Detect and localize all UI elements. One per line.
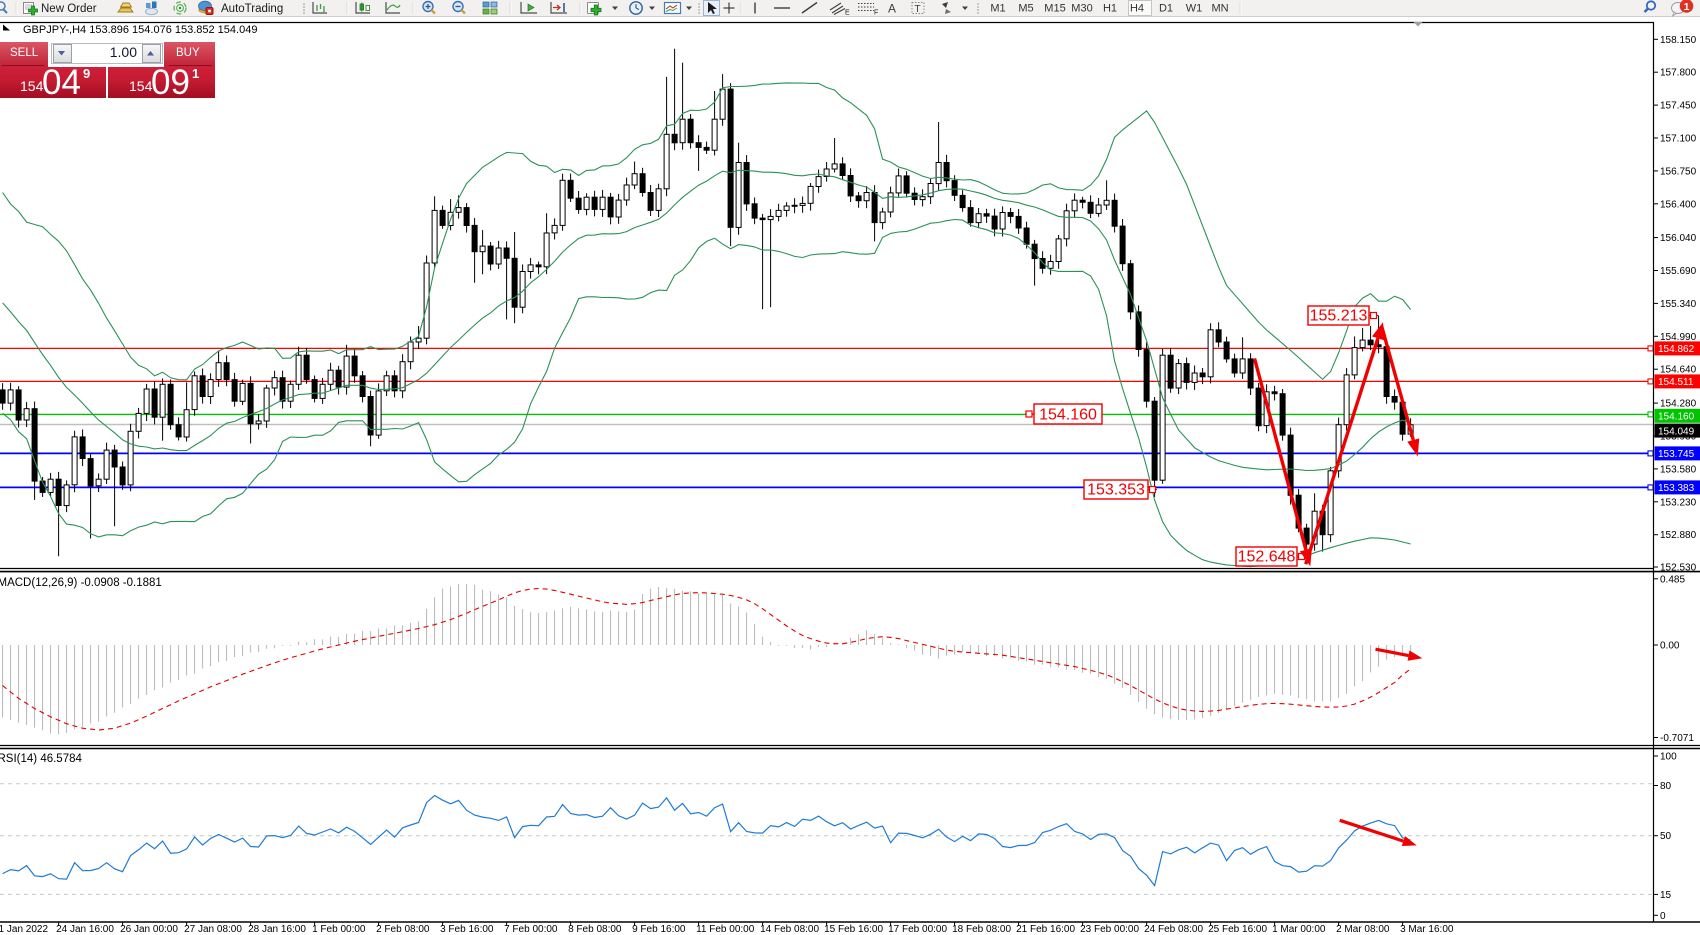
svg-text:0.485: 0.485: [1660, 574, 1685, 585]
svg-text:153.383: 153.383: [1658, 483, 1695, 494]
svg-text:156.040: 156.040: [1660, 233, 1697, 244]
svg-text:156.750: 156.750: [1660, 166, 1697, 177]
svg-text:9 Feb 16:00: 9 Feb 16:00: [632, 924, 686, 935]
svg-text:27 Jan 08:00: 27 Jan 08:00: [184, 924, 242, 935]
svg-text:155.213: 155.213: [1310, 308, 1368, 325]
svg-text:18 Feb 08:00: 18 Feb 08:00: [952, 924, 1011, 935]
svg-text:21 Feb 16:00: 21 Feb 16:00: [1016, 924, 1075, 935]
svg-text:1 Mar 00:00: 1 Mar 00:00: [1272, 924, 1326, 935]
svg-text:154.511: 154.511: [1658, 377, 1694, 388]
svg-text:2 Mar 08:00: 2 Mar 08:00: [1336, 924, 1390, 935]
svg-text:155.340: 155.340: [1660, 299, 1697, 310]
svg-text:0.00: 0.00: [1660, 641, 1680, 652]
svg-text:100: 100: [1660, 752, 1677, 763]
svg-text:M1: M1: [990, 3, 1005, 15]
svg-text:153.580: 153.580: [1660, 464, 1697, 475]
svg-text:26 Jan 00:00: 26 Jan 00:00: [120, 924, 178, 935]
svg-text:80: 80: [1660, 781, 1672, 792]
svg-text:152.880: 152.880: [1660, 530, 1697, 541]
svg-text:154.990: 154.990: [1660, 332, 1697, 343]
svg-text:15: 15: [1660, 890, 1672, 901]
svg-text:T: T: [915, 4, 921, 15]
svg-text:154.049: 154.049: [1658, 426, 1695, 437]
svg-text:21 Jan 2022: 21 Jan 2022: [0, 924, 48, 935]
svg-text:M15: M15: [1044, 3, 1065, 15]
svg-text:E: E: [845, 10, 850, 17]
svg-text:0: 0: [1660, 911, 1666, 922]
svg-text:50: 50: [1660, 831, 1672, 842]
svg-text:153.353: 153.353: [1087, 482, 1145, 499]
svg-text:157.450: 157.450: [1660, 101, 1697, 112]
svg-text:-0.7071: -0.7071: [1660, 733, 1694, 744]
svg-text:154.862: 154.862: [1658, 344, 1695, 355]
svg-text:15 Feb 16:00: 15 Feb 16:00: [824, 924, 883, 935]
svg-text:1 Feb 00:00: 1 Feb 00:00: [312, 924, 366, 935]
svg-text:24 Feb 08:00: 24 Feb 08:00: [1144, 924, 1203, 935]
svg-text:W1: W1: [1186, 3, 1203, 15]
svg-text:154.160: 154.160: [1658, 412, 1695, 423]
svg-text:14 Feb 08:00: 14 Feb 08:00: [760, 924, 819, 935]
svg-text:MN: MN: [1211, 3, 1228, 15]
svg-text:153.745: 153.745: [1658, 449, 1695, 460]
svg-text:GBPJPY-,H4 153.896 154.076 15: GBPJPY-,H4 153.896 154.076 153.852 154.0…: [23, 24, 257, 36]
svg-text:F: F: [874, 10, 878, 17]
svg-text:11 Feb 00:00: 11 Feb 00:00: [696, 924, 755, 935]
svg-text:25 Feb 16:00: 25 Feb 16:00: [1208, 924, 1267, 935]
svg-text:7 Feb 00:00: 7 Feb 00:00: [504, 924, 558, 935]
svg-text:153.230: 153.230: [1660, 497, 1697, 508]
svg-text:152.530: 152.530: [1660, 563, 1697, 574]
svg-text:28 Jan 16:00: 28 Jan 16:00: [248, 924, 306, 935]
svg-text:154.640: 154.640: [1660, 365, 1697, 376]
svg-text:A: A: [888, 2, 896, 16]
svg-text:155.690: 155.690: [1660, 266, 1697, 277]
svg-text:1: 1: [1684, 1, 1690, 13]
svg-text:3 Mar 16:00: 3 Mar 16:00: [1400, 924, 1454, 935]
svg-text:M30: M30: [1071, 3, 1092, 15]
svg-text:RSI(14) 46.5784: RSI(14) 46.5784: [0, 753, 82, 765]
svg-text:158.150: 158.150: [1660, 35, 1697, 46]
svg-text:M5: M5: [1018, 3, 1033, 15]
svg-text:17 Feb 00:00: 17 Feb 00:00: [888, 924, 947, 935]
svg-text:MACD(12,26,9) -0.0908 -0.1881: MACD(12,26,9) -0.0908 -0.1881: [0, 577, 162, 589]
svg-text:23 Feb 00:00: 23 Feb 00:00: [1080, 924, 1139, 935]
svg-text:8 Feb 08:00: 8 Feb 08:00: [568, 924, 622, 935]
svg-text:152.648: 152.648: [1238, 549, 1296, 566]
svg-text:D1: D1: [1159, 3, 1173, 15]
svg-text:H1: H1: [1103, 3, 1117, 15]
svg-text:154.280: 154.280: [1660, 399, 1697, 410]
svg-text:157.100: 157.100: [1660, 134, 1697, 145]
svg-text:24 Jan 16:00: 24 Jan 16:00: [56, 924, 114, 935]
svg-text:2 Feb 08:00: 2 Feb 08:00: [376, 924, 430, 935]
svg-text:AutoTrading: AutoTrading: [221, 3, 283, 15]
svg-text:New Order: New Order: [41, 3, 97, 15]
svg-text:H4: H4: [1130, 3, 1144, 15]
svg-text:3 Feb 16:00: 3 Feb 16:00: [440, 924, 494, 935]
svg-text:157.800: 157.800: [1660, 68, 1697, 79]
svg-text:154.160: 154.160: [1039, 407, 1097, 424]
svg-text:156.400: 156.400: [1660, 199, 1697, 210]
